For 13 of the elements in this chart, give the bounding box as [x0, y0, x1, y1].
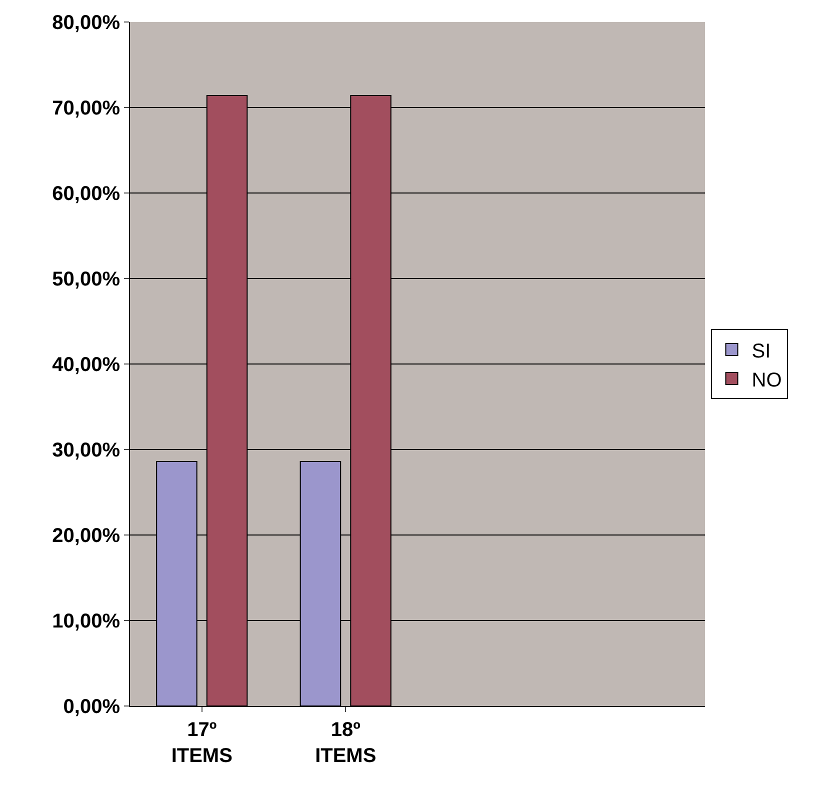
legend-label: NO — [752, 369, 782, 392]
y-tick-label: 70,00% — [52, 98, 120, 120]
y-tick-label: 10,00% — [52, 610, 120, 632]
x-tick-label: 18º ITEMS — [315, 719, 376, 767]
y-tick-label: 0,00% — [63, 696, 120, 718]
y-tick-label: 20,00% — [52, 525, 120, 547]
y-tick-label: 30,00% — [52, 440, 120, 462]
x-tick-label: 17º ITEMS — [171, 719, 232, 767]
y-tick-label: 40,00% — [52, 354, 120, 376]
y-tick-label: 80,00% — [52, 12, 120, 34]
y-tick-label: 50,00% — [52, 268, 120, 290]
legend-label: SI — [752, 340, 771, 362]
y-tick-label: 60,00% — [52, 183, 120, 205]
